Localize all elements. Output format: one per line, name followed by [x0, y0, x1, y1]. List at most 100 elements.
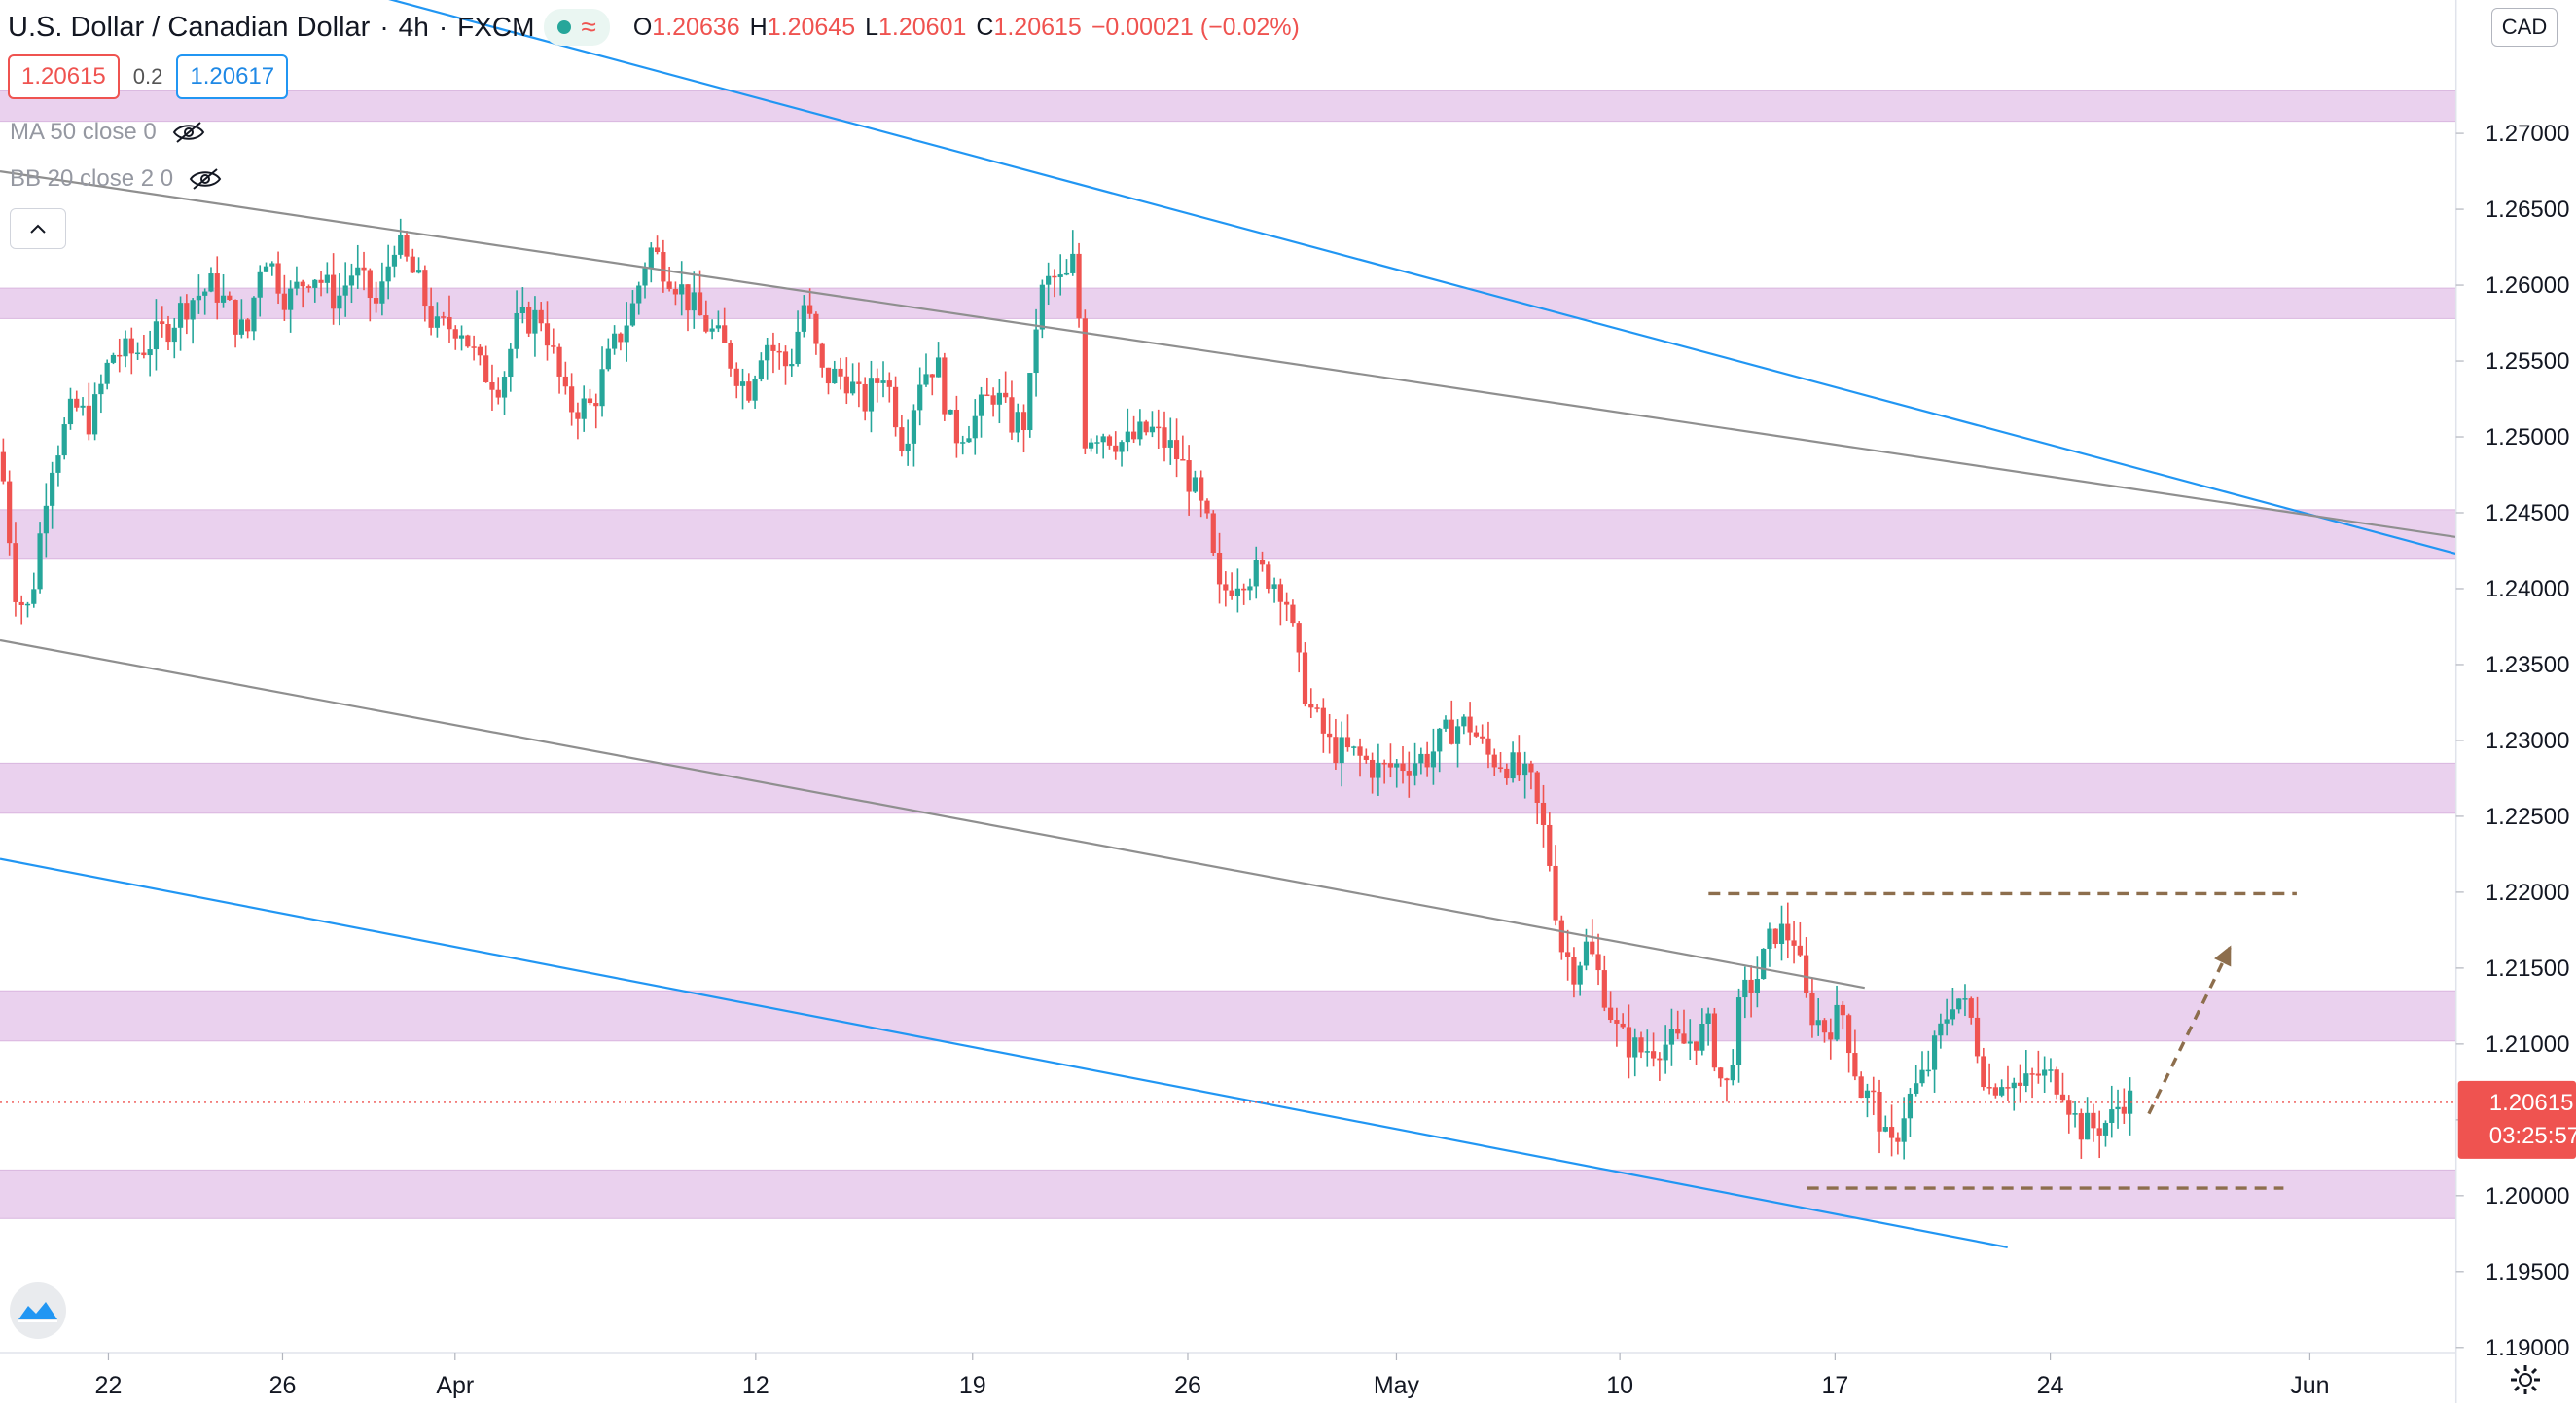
candle-body: [935, 357, 942, 378]
candle-body: [324, 274, 330, 283]
candle-body: [1516, 752, 1521, 776]
candle-body: [1968, 998, 1974, 1018]
candle-body: [1009, 397, 1015, 433]
candle-body: [1491, 754, 1497, 768]
candle-body: [1277, 584, 1283, 602]
candle-body: [685, 284, 691, 311]
candle-body: [1412, 763, 1418, 776]
candle-body: [404, 235, 410, 257]
candle-body: [538, 309, 544, 324]
candle-body: [2054, 1069, 2059, 1095]
candle-body: [593, 403, 599, 407]
candle-body: [2127, 1090, 2133, 1114]
candle-body: [843, 376, 849, 394]
blue-channel-line[interactable]: [0, 857, 2008, 1248]
candle-body: [2102, 1122, 2109, 1136]
candle-body: [74, 398, 80, 408]
support-resistance-zone[interactable]: [0, 991, 2456, 1041]
candle-body: [544, 323, 551, 346]
candle-body: [1381, 762, 1387, 765]
symbol-title[interactable]: U.S. Dollar / Canadian Dollar: [8, 11, 371, 43]
candle-body: [1119, 442, 1125, 452]
candle-body: [385, 266, 391, 282]
candle-body: [2029, 1073, 2035, 1075]
candle-body: [1644, 1051, 1650, 1053]
support-resistance-zone[interactable]: [0, 509, 2456, 559]
time-axis-label: May: [1374, 1372, 1420, 1399]
candle-body: [746, 381, 752, 401]
candle-body: [2085, 1112, 2091, 1140]
candle-body: [1778, 923, 1785, 944]
candle-body: [850, 381, 856, 394]
candle-body: [318, 279, 324, 283]
blue-channel-line[interactable]: [296, 0, 2457, 556]
candle-body: [758, 360, 764, 379]
chevron-up-icon: [30, 224, 46, 234]
time-axis-label: 26: [1174, 1372, 1201, 1399]
projection-arrow[interactable]: [2147, 944, 2233, 1115]
candle-body: [196, 295, 202, 301]
candle-body: [739, 381, 746, 386]
candle-body: [1003, 392, 1009, 398]
candle-body: [923, 374, 929, 385]
candle-body: [245, 319, 251, 332]
chart-header: U.S. Dollar / Canadian Dollar · 4h · FXC…: [8, 6, 1300, 49]
price-tick-label: 1.25000: [2486, 424, 2570, 451]
eye-hidden-icon[interactable]: [189, 167, 222, 191]
candle-body: [147, 349, 153, 356]
eye-hidden-icon[interactable]: [172, 121, 205, 144]
currency-badge[interactable]: CAD: [2491, 8, 2558, 47]
candle-body: [2048, 1069, 2054, 1071]
candle-body: [703, 315, 709, 332]
candle-body: [50, 472, 55, 506]
time-axis-label: 17: [1821, 1372, 1848, 1399]
support-resistance-zone[interactable]: [0, 90, 2456, 122]
support-resistance-zone[interactable]: [0, 1170, 2456, 1219]
candle-body: [1063, 272, 1070, 275]
price-tick-label: 1.23000: [2486, 728, 2570, 754]
current-price-marker[interactable]: [2457, 1080, 2576, 1159]
interval-label[interactable]: 4h: [398, 12, 429, 42]
candle-body: [666, 281, 672, 290]
candle-body: [1266, 564, 1271, 589]
buy-button[interactable]: 1.20617: [176, 54, 289, 99]
candle-body: [2005, 1087, 2011, 1089]
candle-body: [43, 505, 49, 534]
tradingview-logo-icon[interactable]: [10, 1282, 66, 1339]
candle-body: [288, 288, 294, 310]
support-resistance-zone[interactable]: [0, 763, 2456, 813]
candle-body: [452, 329, 458, 339]
candle-body: [1473, 732, 1479, 737]
candle-body: [251, 297, 257, 332]
candle-body: [477, 346, 483, 356]
support-resistance-zone[interactable]: [0, 288, 2456, 319]
candle-body: [1809, 993, 1815, 1026]
candle-body: [1632, 1037, 1638, 1058]
candle-countdown-label: 03:25:57: [2489, 1123, 2576, 1149]
open-value: 1.20636: [652, 13, 740, 41]
candle-body: [1797, 945, 1803, 956]
sell-button[interactable]: 1.20615: [8, 54, 120, 99]
indicator-bb[interactable]: BB 20 close 2 0: [10, 165, 222, 193]
candle-body: [1914, 1083, 1919, 1094]
candle-body: [996, 392, 1002, 405]
candle-body: [1223, 584, 1229, 591]
candle-body: [1950, 1009, 1956, 1020]
gray-trend-line[interactable]: [0, 638, 1865, 990]
candle-body: [728, 343, 733, 369]
change-value: −0.00021 (−0.02%): [1091, 13, 1300, 41]
candle-body: [190, 300, 196, 320]
candle-body: [1804, 955, 1809, 993]
gray-trend-line[interactable]: [0, 169, 2456, 539]
candle-body: [776, 350, 782, 353]
candle-body: [697, 292, 703, 316]
market-status-badge[interactable]: ≈: [544, 9, 610, 46]
candle-body: [2059, 1094, 2066, 1101]
candle-body: [275, 263, 281, 294]
candle-body: [1241, 588, 1247, 591]
settings-gear-icon[interactable]: [2508, 1362, 2543, 1397]
collapse-legend-button[interactable]: [10, 208, 66, 249]
indicator-ma[interactable]: MA 50 close 0: [10, 119, 205, 146]
